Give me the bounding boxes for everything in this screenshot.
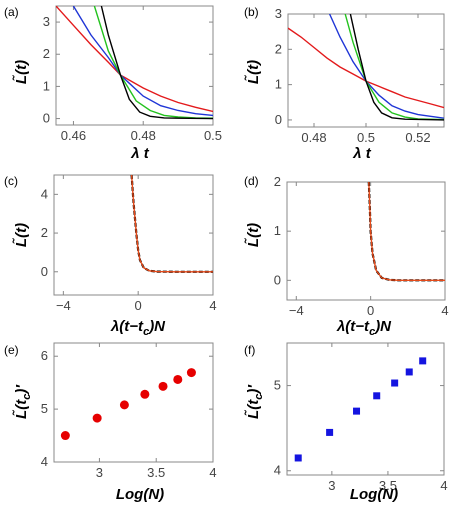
panel-1: 0.48 0.5 0.52 0 1 2 3 (b) λ t L̃(t) — [244, 5, 445, 162]
series-line-0 — [130, 175, 213, 273]
x-tick-label: 4 — [209, 298, 216, 313]
panel-3: −4 0 4 0 1 2 (d) λ(t−tc)N L̃(t) — [244, 174, 449, 338]
panel-tag: (e) — [4, 343, 19, 357]
x-tick-label: 4 — [209, 465, 216, 480]
y-axis-label: L̃(t) — [244, 60, 262, 84]
y-tick-label: 0 — [275, 112, 282, 127]
x-axis-label: λ(t−tc)N — [336, 318, 392, 338]
series-line-0 — [367, 182, 445, 282]
data-point — [60, 431, 70, 441]
x-tick-label: 0.5 — [357, 130, 375, 145]
x-tick-label: 0.5 — [204, 128, 222, 143]
y-axis-label: L̃(t) — [12, 60, 30, 84]
series-line-0 — [56, 6, 213, 113]
y-tick-label: 5 — [41, 401, 48, 416]
x-tick-label: 0.48 — [301, 130, 326, 145]
y-tick-label: 1 — [43, 78, 50, 93]
data-point — [294, 454, 302, 462]
data-point — [353, 407, 361, 415]
x-tick-label: 4 — [440, 478, 447, 493]
plot-frame — [53, 174, 214, 296]
plot-frame — [53, 342, 214, 463]
data-point — [186, 368, 196, 378]
data-point — [373, 392, 381, 400]
y-tick-label: 2 — [275, 41, 282, 56]
data-point — [92, 413, 102, 423]
y-tick-label: 1 — [275, 77, 282, 92]
x-axis-label: Log(N) — [350, 486, 398, 503]
y-tick-label: 3 — [275, 6, 282, 21]
data-point — [158, 381, 168, 391]
x-tick-label: −4 — [289, 303, 304, 318]
series-line-0 — [288, 27, 444, 109]
x-tick-label: 3 — [96, 465, 103, 480]
plot-frame — [286, 181, 446, 301]
data-point — [326, 428, 334, 436]
series-line-3 — [100, 6, 213, 120]
y-axis-label: L̃(tc)′ — [244, 384, 265, 419]
x-axis-label: Log(N) — [116, 486, 164, 503]
y-tick-label: 3 — [43, 14, 50, 29]
data-point — [119, 400, 129, 410]
x-tick-label: 3.5 — [147, 465, 165, 480]
y-tick-label: 4 — [41, 186, 48, 201]
series-line-1 — [130, 175, 213, 273]
y-axis-label: L̃(tc)′ — [12, 384, 33, 419]
y-tick-label: 0 — [274, 272, 281, 287]
plot-frame — [287, 13, 445, 128]
y-tick-label: 2 — [43, 46, 50, 61]
data-point — [140, 389, 150, 399]
series-line-1 — [72, 6, 213, 117]
x-axis-label: λ(t−tc)N — [110, 318, 166, 338]
series-line-1 — [328, 14, 444, 119]
x-tick-label: −4 — [56, 298, 71, 313]
series-line-2 — [93, 6, 213, 119]
panel-tag: (a) — [4, 5, 19, 19]
data-point — [405, 368, 413, 376]
x-axis-label: λ t — [130, 145, 150, 162]
x-tick-label: 3 — [328, 478, 335, 493]
panel-0: 0.46 0.48 0.5 0 1 2 3 (a) λ t L̃(t) — [4, 5, 222, 162]
x-tick-label: 0.48 — [131, 128, 156, 143]
y-tick-label: 2 — [41, 225, 48, 240]
panel-tag: (f) — [244, 343, 255, 357]
y-tick-label: 2 — [274, 174, 281, 189]
data-point — [173, 374, 183, 384]
data-point — [419, 357, 427, 365]
data-point — [391, 379, 399, 387]
y-axis-label: L̃(t) — [12, 223, 30, 247]
panel-tag: (d) — [244, 174, 259, 188]
y-tick-label: 6 — [41, 348, 48, 363]
panel-5: 3 3.5 4 4 5 (f) Log(N) L̃(tc)′ — [244, 342, 448, 503]
y-tick-label: 1 — [274, 223, 281, 238]
series-line-2 — [344, 14, 444, 121]
x-tick-label: 3.5 — [379, 478, 397, 493]
x-tick-label: 0 — [135, 298, 142, 313]
x-axis-label: λ t — [352, 145, 372, 162]
series-line-1 — [368, 182, 445, 281]
panel-tag: (c) — [4, 174, 18, 188]
y-tick-label: 5 — [274, 378, 281, 393]
y-tick-label: 0 — [43, 111, 50, 126]
panel-4: 3 3.5 4 4 5 6 (e) Log(N) L̃(tc)′ — [4, 342, 217, 503]
series-line-3 — [349, 14, 444, 121]
plot-frame — [286, 342, 445, 476]
x-tick-label: 4 — [441, 303, 448, 318]
panel-2: −4 0 4 0 2 4 (c) λ(t−tc)N L̃(t) — [4, 174, 217, 338]
y-tick-label: 4 — [41, 454, 48, 469]
y-axis-label: L̃(t) — [244, 223, 262, 247]
panel-tag: (b) — [244, 5, 259, 19]
y-tick-label: 0 — [41, 264, 48, 279]
y-tick-label: 4 — [274, 463, 281, 478]
x-tick-label: 0 — [367, 303, 374, 318]
x-tick-label: 0.52 — [405, 130, 430, 145]
x-tick-label: 0.46 — [61, 128, 86, 143]
plot-frame — [55, 5, 214, 126]
